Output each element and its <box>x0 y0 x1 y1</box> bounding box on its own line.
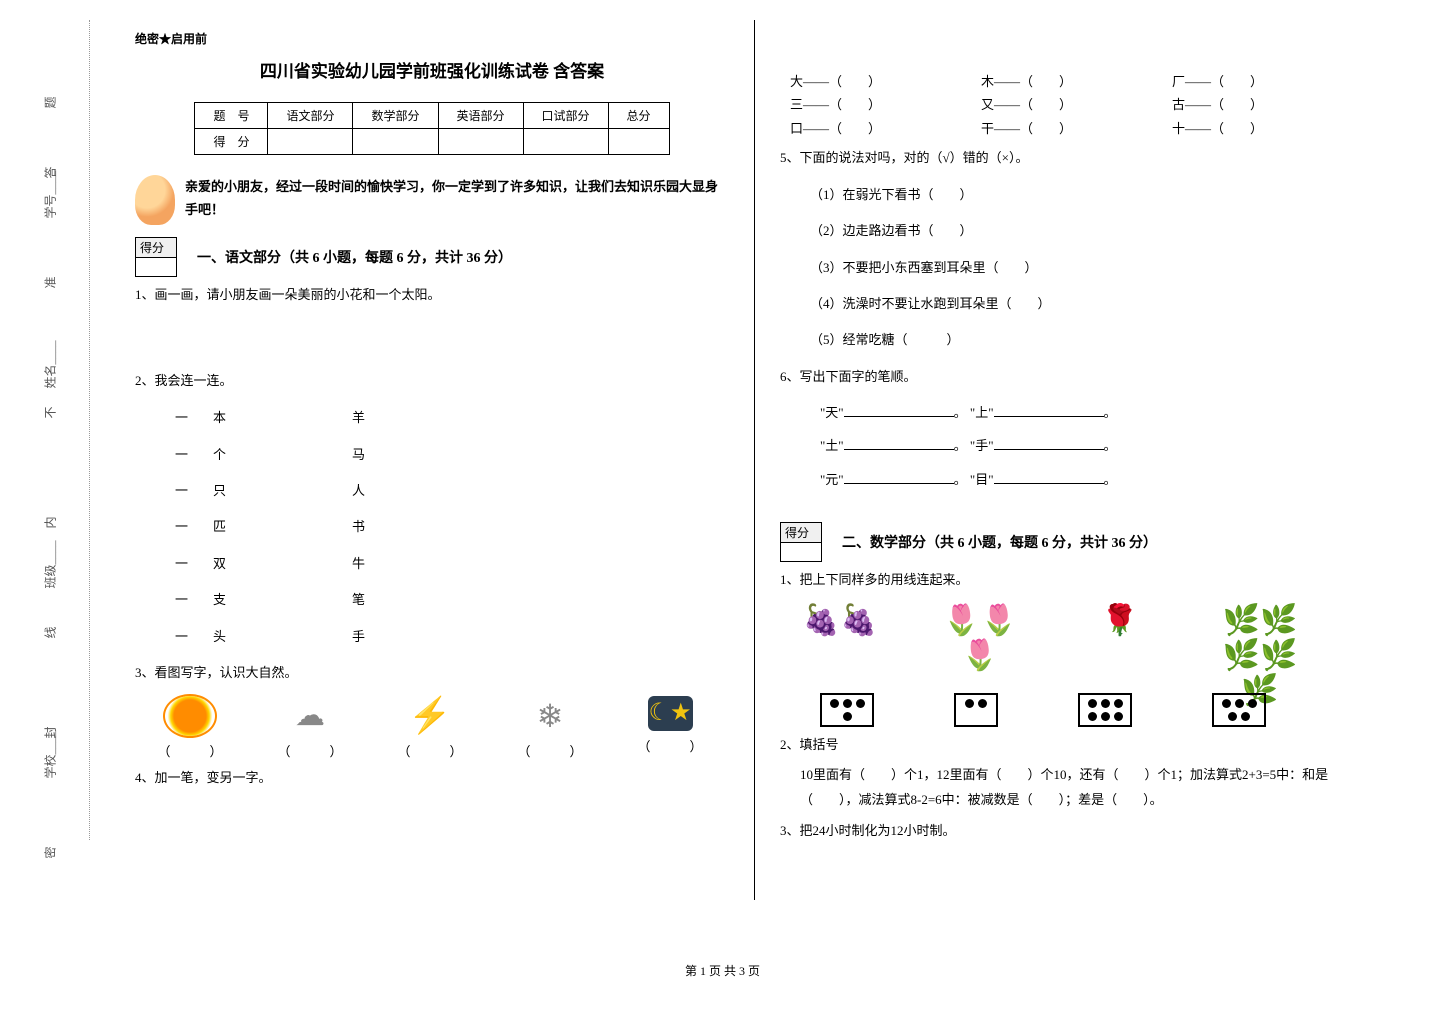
q4-row2: 三——（ ） 又——（ ） 古——（ ） <box>790 93 1375 116</box>
binding-label: 学号____ <box>42 159 59 219</box>
q5-1: （1）在弱光下看书（ ） <box>810 177 1375 213</box>
match-right: 书 <box>352 509 371 545</box>
score-cell <box>438 129 523 155</box>
dot-row <box>820 693 1375 727</box>
score-table: 题 号 语文部分 数学部分 英语部分 口试部分 总分 得 分 <box>194 102 669 155</box>
score-header: 英语部分 <box>438 103 523 129</box>
right-column: 大——（ ） 木——（ ） 厂——（ ） 三——（ ） 又——（ ） 古——（ … <box>755 20 1400 900</box>
lightning-icon: ⚡ <box>405 696 455 736</box>
binding-label: 准 <box>42 229 59 289</box>
score-cell <box>608 129 669 155</box>
mascot-icon <box>135 175 175 225</box>
match-left: 一 匹 <box>175 509 232 545</box>
q3: 3、看图写字，认识大自然。 <box>135 661 729 686</box>
score-header: 题 号 <box>195 103 268 129</box>
cloud-icon: ☁ <box>285 696 335 736</box>
secret-label: 绝密★启用前 <box>135 30 729 47</box>
match-left: 一 只 <box>175 473 232 509</box>
score-cell <box>353 129 438 155</box>
q4: 4、加一笔，变另一字。 <box>135 766 729 791</box>
intro-text: 亲爱的小朋友，经过一段时间的愉快学习，你一定学到了许多知识，让我们去知识乐园大显… <box>185 175 729 222</box>
dot-box-5 <box>1212 693 1266 727</box>
blank: （ ） <box>515 741 585 760</box>
moon-icon: ☾★ <box>648 696 693 731</box>
s2-q2-text: 10里面有（ ）个1，12里面有（ ）个10，还有（ ）个1；加法算式2+3=5… <box>800 763 1375 812</box>
blank: （ ） <box>635 736 705 755</box>
score-cell: 得 分 <box>195 129 268 155</box>
q6-row1: "天"。 "上"。 <box>820 396 1375 430</box>
q6-row3: "元"。 "目"。 <box>820 463 1375 497</box>
score-box: 得分 <box>780 522 822 562</box>
blank: （ ） <box>395 741 465 760</box>
binding-label: 不 <box>42 359 59 419</box>
score-header: 口试部分 <box>523 103 608 129</box>
q5-2: （2）边走路边看书（ ） <box>810 213 1375 249</box>
rose-icon: 🌹 <box>1080 603 1160 653</box>
match-right: 笔 <box>352 582 371 618</box>
q5-4: （4）洗澡时不要让水跑到耳朵里（ ） <box>810 286 1375 322</box>
paper-title: 四川省实验幼儿园学前班强化训练试卷 含答案 <box>135 57 729 82</box>
sun-icon <box>165 696 215 736</box>
section-1-title: 一、语文部分（共 6 小题，每题 6 分，共计 36 分） <box>197 247 512 267</box>
dot-box-4 <box>820 693 874 727</box>
s2-q2: 2、填括号 <box>780 733 1375 758</box>
grapes-icon: 🍇🍇 <box>800 603 880 653</box>
score-header: 总分 <box>608 103 669 129</box>
match-right: 手 <box>352 619 371 655</box>
nature-row: （ ） ☁ （ ） ⚡ （ ） ❄ （ ） ☾★ （ ） <box>155 696 729 760</box>
section-2-title: 二、数学部分（共 6 小题，每题 6 分，共计 36 分） <box>842 532 1157 552</box>
page-footer: 第 1 页 共 3 页 <box>0 962 1445 979</box>
match-list: 一 本 一 个 一 只 一 匹 一 双 一 支 一 头 羊 马 人 书 牛 笔 … <box>175 400 729 655</box>
s2-q1: 1、把上下同样多的用线连起来。 <box>780 568 1375 593</box>
match-images: 🍇🍇 🌷🌷🌷 🌹 🌿🌿🌿🌿🌿 <box>800 603 1375 653</box>
binding-label: 学校____ <box>42 719 59 779</box>
leaves-icon: 🌿🌿🌿🌿🌿 <box>1220 603 1300 653</box>
score-box: 得分 <box>135 237 177 277</box>
q5: 5、下面的说法对吗，对的（√）错的（×）。 <box>780 146 1375 171</box>
match-right: 人 <box>352 473 371 509</box>
q5-3: （3）不要把小东西塞到耳朵里（ ） <box>810 250 1375 286</box>
score-header: 数学部分 <box>353 103 438 129</box>
match-left: 一 个 <box>175 437 232 473</box>
score-header: 语文部分 <box>268 103 353 129</box>
flowers-icon: 🌷🌷🌷 <box>940 603 1020 653</box>
q2: 2、我会连一连。 <box>135 369 729 394</box>
q6: 6、写出下面字的笔顺。 <box>780 365 1375 390</box>
match-right: 羊 <box>352 400 371 436</box>
q4-row1: 大——（ ） 木——（ ） 厂——（ ） <box>790 70 1375 93</box>
dot-box-2 <box>954 693 998 727</box>
match-right: 牛 <box>352 546 371 582</box>
score-cell <box>268 129 353 155</box>
match-right: 马 <box>352 437 371 473</box>
score-cell <box>523 129 608 155</box>
match-left: 一 双 <box>175 546 232 582</box>
match-left: 一 头 <box>175 619 232 655</box>
binding-label: 线 <box>42 579 59 639</box>
match-left: 一 支 <box>175 582 232 618</box>
q1: 1、画一画，请小朋友画一朵美丽的小花和一个太阳。 <box>135 283 729 308</box>
match-left: 一 本 <box>175 400 232 436</box>
dot-box-6 <box>1078 693 1132 727</box>
s2-q3: 3、把24小时制化为12小时制。 <box>780 819 1375 844</box>
binding-label: 题 <box>42 49 59 109</box>
blank: （ ） <box>155 741 225 760</box>
left-column: 绝密★启用前 四川省实验幼儿园学前班强化训练试卷 含答案 题 号 语文部分 数学… <box>110 20 755 900</box>
snow-icon: ❄ <box>525 696 575 736</box>
q6-row2: "土"。 "手"。 <box>820 429 1375 463</box>
blank: （ ） <box>275 741 345 760</box>
binding-label: 内 <box>42 469 59 529</box>
binding-label: 密 <box>42 799 59 859</box>
q4-row3: 口——（ ） 干——（ ） 十——（ ） <box>790 117 1375 140</box>
q5-5: （5）经常吃糖（ ） <box>810 322 1375 358</box>
